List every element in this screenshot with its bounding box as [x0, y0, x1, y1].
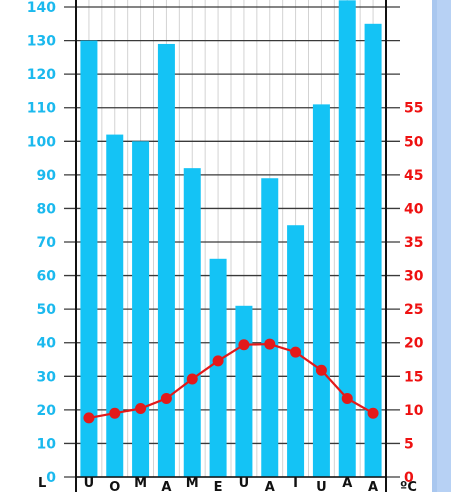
- bar: [338, 0, 356, 478]
- temperature-point: [290, 346, 302, 358]
- right-tick-label: 40: [404, 201, 424, 217]
- left-tick-label: 130: [27, 34, 56, 50]
- temperature-point: [264, 338, 276, 350]
- window-edge: [432, 0, 451, 492]
- month-label: U: [84, 476, 95, 491]
- bar: [312, 104, 330, 478]
- bar: [183, 168, 201, 477]
- right-tick-label: 35: [404, 235, 423, 251]
- left-tick-label: 70: [37, 235, 57, 251]
- temperature-point: [238, 339, 250, 351]
- right-tick-label: 30: [404, 269, 424, 285]
- left-tick-label: 140: [27, 0, 56, 16]
- temperature-point: [160, 392, 172, 404]
- left-tick-label: 90: [37, 168, 57, 184]
- right-tick-label: 0: [404, 470, 414, 486]
- left-tick-label: 30: [37, 369, 57, 385]
- left-tick-label: 40: [37, 336, 57, 352]
- left-tick-label: 120: [27, 67, 56, 83]
- left-tick-label: 110: [27, 101, 56, 117]
- left-tick-label: 50: [37, 302, 57, 318]
- right-axis-unit: ºC: [400, 480, 417, 492]
- month-label: M: [186, 476, 199, 491]
- bar: [261, 178, 279, 478]
- climate-chart: 0 10 20 30 40 50 60 70 80 90 100 110 120 130 140 0 5 10 15…: [27, 0, 424, 492]
- temperature-point: [367, 407, 379, 419]
- temperature-point: [315, 364, 327, 376]
- bar: [364, 23, 382, 478]
- right-tick-label: 25: [404, 302, 423, 318]
- month-label: O: [109, 480, 120, 492]
- left-tick-label: 10: [37, 436, 57, 452]
- month-label: U: [316, 480, 327, 492]
- temperature-point: [135, 403, 147, 415]
- month-label: I: [293, 476, 298, 491]
- bar: [209, 258, 227, 477]
- bar: [132, 141, 150, 478]
- month-label: E: [214, 480, 223, 492]
- month-label: A: [342, 476, 352, 491]
- right-tick-label: 50: [404, 134, 424, 150]
- month-label: M: [134, 476, 147, 491]
- month-label: A: [265, 480, 275, 492]
- temperature-point: [109, 407, 121, 419]
- right-tick-label: 5: [404, 436, 414, 452]
- right-tick-label: 10: [404, 403, 424, 419]
- left-tick-label: 0: [46, 470, 56, 486]
- bar: [106, 134, 124, 477]
- left-tick-label: 100: [27, 134, 56, 150]
- temperature-point: [186, 373, 198, 385]
- right-tick-label: 55: [404, 101, 423, 117]
- month-label: A: [368, 480, 378, 492]
- month-label: A: [161, 480, 171, 492]
- left-tick-label: 80: [37, 201, 57, 217]
- month-label: U: [239, 476, 250, 491]
- left-tick-label: 60: [37, 269, 57, 285]
- bar: [80, 40, 98, 478]
- temperature-point: [341, 392, 353, 404]
- bar: [157, 43, 175, 478]
- left-corner-label: L: [38, 476, 46, 491]
- temperature-point: [83, 412, 95, 424]
- bar: [235, 305, 253, 477]
- right-tick-label: 20: [404, 336, 424, 352]
- right-tick-label: 45: [404, 168, 423, 184]
- temperature-point: [212, 355, 224, 367]
- left-tick-label: 20: [37, 403, 57, 419]
- right-tick-label: 15: [404, 369, 423, 385]
